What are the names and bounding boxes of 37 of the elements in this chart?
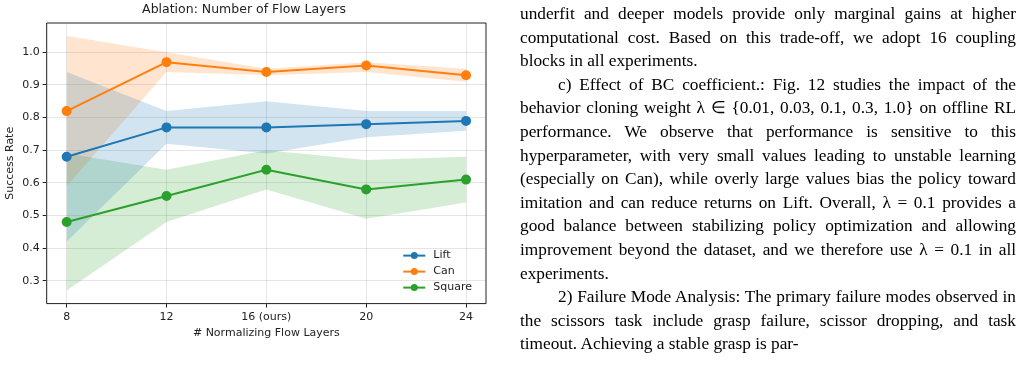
point xyxy=(161,122,172,133)
point xyxy=(361,184,372,195)
text: c) Effect of BC coefficient.: Fig. 12 studies the impact of the behavior cloning weight λ ∈ {0.01, 0.03, 0.1, 0.3, 1.0} on offline RL performance. We observe that performance is sensitive to this hyperparameter, with very small values leading to unstable learning (especially on Can), while overly large values bias the policy toward imitation and can reduce returns on Lift. Overall, λ = 0.1 provides a good balance between stabilizing policy optimization and allowing improvement beyond the dataset, and we therefore use λ = 0.1 in all experiments. xyxy=(520,74,1016,283)
point xyxy=(261,122,272,133)
point xyxy=(461,115,472,126)
point xyxy=(261,164,272,175)
y-tick-label: 0.6 xyxy=(22,175,40,189)
point xyxy=(61,151,72,162)
y-tick-label: 0.3 xyxy=(22,273,40,287)
point xyxy=(161,190,172,201)
legend-label: Can xyxy=(433,264,455,278)
point xyxy=(461,70,472,81)
point xyxy=(161,57,172,68)
y-axis-title: Success Rate xyxy=(3,126,17,200)
x-tick-label: 20 xyxy=(359,310,374,324)
text: underfit and deeper models provide only marginal gains at higher computational cost. Based on this trade-off, we adopt 16 coupling blocks in all experiments. xyxy=(520,3,1016,73)
text: 2) Failure Mode Analysis: The primary failure modes observed in the scissors task include grasp failure, scissor dropping, and task timeout. Achieving a stable grasp is par- xyxy=(520,286,1016,356)
legend-label: Square xyxy=(433,280,473,294)
y-tick-label: 0.5 xyxy=(22,208,40,222)
x-tick-label: 8 xyxy=(63,310,71,324)
y-tick-label: 1.0 xyxy=(22,45,40,59)
y-tick-label: 0.9 xyxy=(22,77,40,91)
y-tick-label: 0.4 xyxy=(22,240,40,254)
y-tick-label: 0.7 xyxy=(22,143,40,157)
point xyxy=(61,217,72,228)
legend-label: Lift xyxy=(433,248,452,262)
x-tick-label: 24 xyxy=(459,310,474,324)
y-tick-label: 0.8 xyxy=(22,110,40,124)
x-tick-label: 16 (ours) xyxy=(241,310,292,324)
point xyxy=(61,106,72,117)
point xyxy=(261,66,272,77)
point xyxy=(461,174,472,185)
chart-title: Ablation: Number of Flow Layers xyxy=(142,0,346,16)
x-axis-title: # Normalizing Flow Layers xyxy=(192,326,341,340)
point xyxy=(361,60,372,71)
point xyxy=(361,119,372,130)
x-tick-label: 12 xyxy=(159,310,174,324)
